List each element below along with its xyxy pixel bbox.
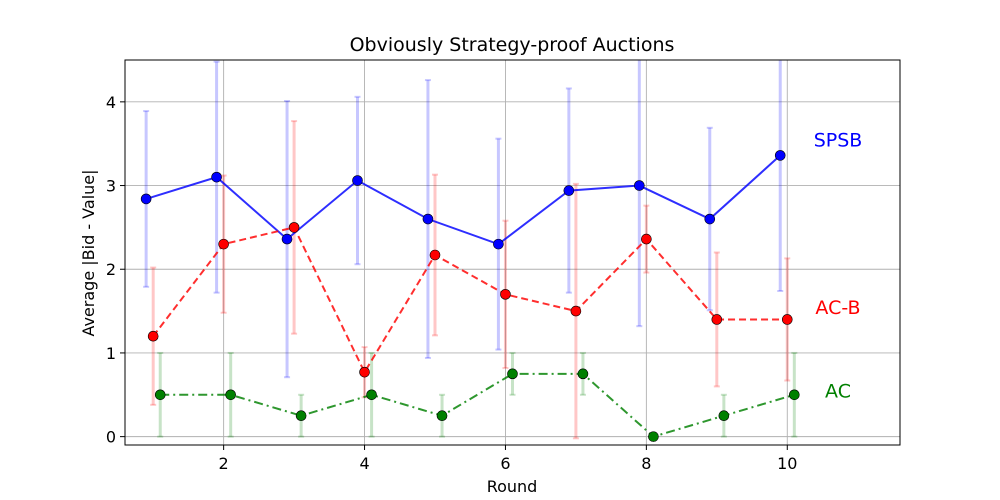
ac-b-point	[781, 314, 793, 325]
ac-point	[154, 389, 166, 401]
x-tick-label: 2	[219, 454, 229, 473]
y-tick-label: 0	[106, 428, 116, 447]
spsb-point	[563, 185, 575, 196]
y-tick-label: 3	[106, 177, 116, 196]
ac-point	[295, 410, 307, 422]
axis-ticks: 2 4 6 8 10 0 1 2 3 4	[106, 93, 798, 473]
ac-line	[160, 372, 795, 438]
ac-b-point	[288, 222, 300, 233]
ac-point	[366, 389, 377, 401]
ac-b-point	[218, 238, 229, 250]
y-tick-label: 2	[106, 260, 116, 279]
spsb-point	[211, 171, 222, 183]
ac-b-line	[152, 226, 788, 375]
spsb-point	[352, 175, 363, 186]
spsb-point	[281, 233, 293, 245]
spsb-error-bars	[143, 60, 784, 379]
spsb-point	[704, 213, 716, 225]
series-labels: SPSB AC-B AC	[814, 130, 863, 403]
spsb-point	[634, 180, 645, 191]
data-points	[140, 150, 800, 442]
ac-point	[225, 389, 236, 401]
ac-b-error-bars	[150, 120, 791, 440]
ac-point	[789, 389, 800, 401]
ac-b-point	[641, 233, 652, 245]
ac-b-point	[429, 249, 441, 261]
x-tick-label: 4	[359, 454, 369, 473]
spsb-point	[422, 213, 434, 225]
spsb-point	[493, 238, 504, 250]
ac-b-point	[359, 366, 370, 378]
grid	[125, 60, 900, 445]
spsb-series-label: SPSB	[814, 130, 863, 152]
ac-b-point	[711, 314, 723, 325]
series-lines	[145, 154, 795, 438]
x-axis-label: Round	[487, 477, 538, 496]
ac-b-point	[500, 289, 511, 300]
spsb-point	[140, 193, 152, 205]
chart-title: Obviously Strategy-proof Auctions	[350, 34, 675, 56]
x-tick-label: 6	[500, 454, 510, 473]
ac-series-label: AC	[825, 381, 851, 403]
ac-point	[648, 431, 659, 442]
spsb-point	[774, 150, 786, 161]
y-tick-label: 4	[106, 93, 116, 112]
error-bars	[143, 60, 798, 440]
ac-point	[436, 410, 448, 422]
spsb-line	[145, 154, 781, 246]
ac-b-point	[570, 305, 582, 317]
x-tick-label: 10	[777, 454, 797, 473]
x-tick-label: 8	[641, 454, 651, 473]
ac-point	[507, 368, 518, 380]
ac-b-point	[147, 330, 159, 342]
plot-frame	[124, 59, 901, 446]
y-tick-label: 1	[106, 344, 116, 363]
y-axis-label: Average |Bid - Value|	[79, 169, 98, 336]
ac-point	[577, 368, 589, 380]
ac-point	[718, 410, 730, 422]
ac-b-series-label: AC-B	[815, 297, 860, 319]
